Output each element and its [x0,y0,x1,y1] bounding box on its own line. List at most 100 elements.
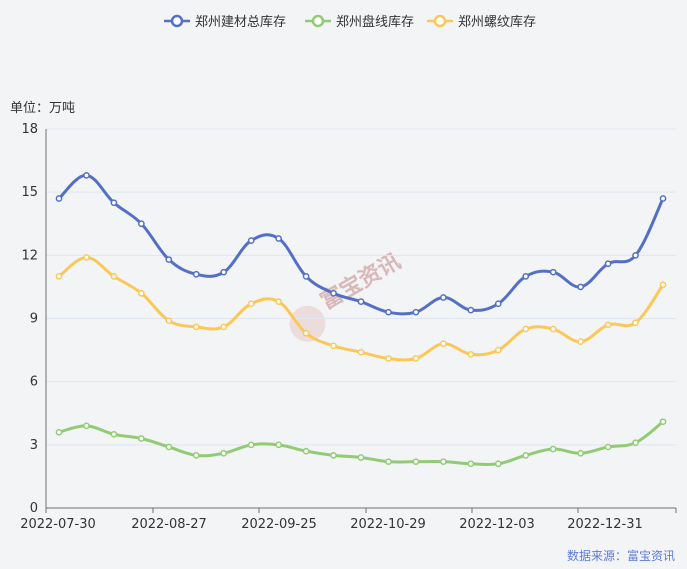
series [55,171,667,468]
data-point[interactable] [440,458,447,466]
legend-marker-rebar [433,14,447,28]
data-point[interactable] [83,254,90,261]
x-tick-label: 2022-12-31 [567,517,643,532]
data-point[interactable] [604,443,612,451]
legend-label-total: 郑州建材总库存 [195,14,286,30]
y-tick-label: 12 [21,248,38,263]
legend-label-rebar: 郑州螺纹库存 [458,14,536,30]
data-point[interactable] [247,237,255,244]
data-point[interactable] [522,273,530,280]
legend-marker-total [170,14,184,28]
data-point[interactable] [83,422,90,430]
data-point[interactable] [604,321,612,329]
y-tick-label: 6 [30,375,38,390]
y-tick-label: 0 [30,501,38,516]
legend-label-wire-rod: 郑州盘线库存 [336,14,414,30]
y-tick-label: 18 [21,122,38,137]
data-point[interactable] [577,338,584,346]
data-point[interactable] [412,458,420,466]
data-point[interactable] [110,430,118,438]
data-point[interactable] [549,445,557,453]
data-point[interactable] [632,439,639,447]
data-point[interactable] [659,281,667,289]
data-point[interactable] [494,460,502,468]
data-point[interactable] [522,452,530,459]
axes: 0 3 6 9 12 15 18 2022-07-30 2022-08-27 2022-09-25… [20,122,677,532]
data-point[interactable] [494,300,502,308]
data-point[interactable] [412,308,420,316]
data-point[interactable] [467,460,475,468]
data-point[interactable] [138,435,145,442]
data-point[interactable] [220,268,228,276]
x-tick-label: 2022-08-27 [131,517,207,532]
data-point[interactable] [440,340,447,348]
data-point[interactable] [55,428,63,436]
data-point[interactable] [110,199,118,207]
data-point[interactable] [192,452,200,459]
unit-label: 单位：万吨 [10,101,75,116]
data-point[interactable] [302,329,310,337]
data-point[interactable] [522,325,530,333]
data-point[interactable] [247,441,255,449]
data-point[interactable] [275,235,282,242]
data-point[interactable] [165,317,173,324]
data-point[interactable] [275,298,282,306]
data-point[interactable] [165,256,173,263]
data-point[interactable] [549,268,557,276]
data-point[interactable] [577,283,584,291]
data-point[interactable] [330,289,337,297]
data-point[interactable] [604,260,612,268]
data-point[interactable] [467,306,475,314]
legend-item-total[interactable]: 郑州建材总库存 [164,14,286,30]
data-point[interactable] [357,454,365,461]
legend-marker-wire-rod [311,14,325,28]
data-point[interactable] [83,171,90,179]
data-point[interactable] [632,319,639,327]
y-tick-label: 15 [21,185,38,200]
data-point[interactable] [412,355,420,362]
x-tick-label: 2022-09-25 [241,517,317,532]
x-tick-label: 2022-07-30 [20,517,96,532]
y-tick-label: 9 [30,312,38,327]
data-point[interactable] [632,251,639,259]
data-source: 数据来源：富宝资讯 [567,548,675,563]
data-point[interactable] [247,300,255,308]
data-point[interactable] [330,342,337,350]
data-point[interactable] [138,220,145,228]
data-point[interactable] [577,449,584,457]
data-point[interactable] [494,346,502,354]
data-point[interactable] [302,273,310,280]
data-point[interactable] [357,348,365,356]
data-point[interactable] [302,447,310,455]
data-point[interactable] [165,443,173,451]
data-point[interactable] [467,350,475,358]
data-point[interactable] [192,323,200,331]
data-point[interactable] [330,452,337,459]
grid [46,128,676,446]
data-point[interactable] [549,325,557,333]
data-point[interactable] [55,195,63,202]
data-point[interactable] [110,273,118,280]
data-point[interactable] [385,458,392,466]
watermark-logo [289,305,326,342]
data-point[interactable] [192,270,200,278]
legend-item-rebar[interactable]: 郑州螺纹库存 [427,14,536,30]
data-point[interactable] [440,294,447,301]
data-point[interactable] [275,441,282,449]
series-0 [55,171,667,316]
x-tick-label: 2022-10-29 [350,517,426,532]
data-point[interactable] [659,195,667,202]
data-point[interactable] [55,273,63,280]
data-point[interactable] [220,323,228,331]
data-point[interactable] [385,308,392,316]
series-2 [55,254,667,362]
data-point[interactable] [357,298,365,306]
data-point[interactable] [220,449,228,457]
y-tick-label: 3 [30,438,38,453]
x-tick-label: 2022-12-03 [459,517,535,532]
data-point[interactable] [385,355,392,362]
data-point[interactable] [659,418,667,426]
legend-item-wire-rod[interactable]: 郑州盘线库存 [305,14,414,30]
data-point[interactable] [138,289,145,297]
